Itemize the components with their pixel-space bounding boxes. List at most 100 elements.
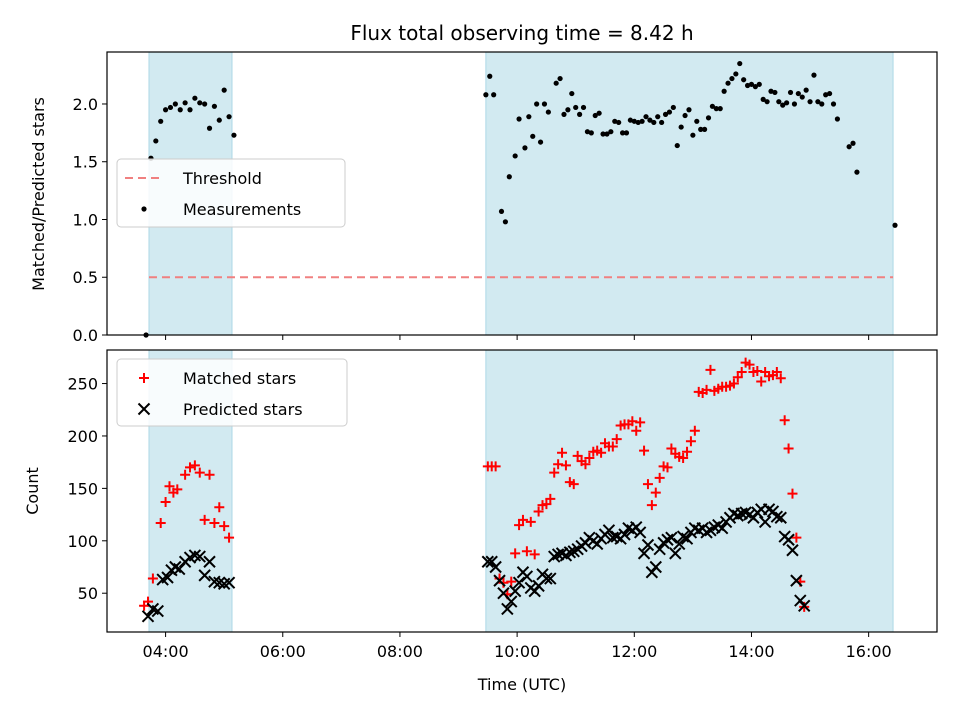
matched-star-point (510, 548, 521, 559)
measurement-point (584, 129, 591, 135)
matched-star-point (560, 460, 571, 471)
y-tick-label: 0.0 (73, 326, 98, 345)
predicted-star-point (505, 595, 518, 608)
measurement-point (506, 174, 512, 180)
measurement-point (600, 131, 606, 137)
measurement-point (580, 104, 587, 111)
y-tick-label: 1.0 (73, 210, 98, 229)
matched-star-point (639, 445, 650, 456)
matched-star-point (180, 469, 191, 480)
measurement-point (705, 115, 712, 121)
predicted-star-point (758, 515, 772, 529)
predicted-star-point (637, 547, 651, 560)
measurement-point (537, 139, 544, 145)
measurement-point (487, 73, 493, 79)
axes-frame (106, 349, 938, 633)
predicted-star-point (602, 524, 616, 537)
matched-star-point (199, 514, 210, 525)
predicted-star-point (786, 544, 799, 557)
measurement-point (162, 107, 169, 113)
matched-star-point (155, 517, 166, 528)
matched-star-point (219, 521, 230, 532)
measurement-point (826, 90, 833, 97)
measurement-point (709, 103, 716, 109)
measurement-point (639, 118, 645, 124)
measurement-point (197, 100, 203, 106)
predicted-star-point (193, 550, 206, 563)
matched-star-point (490, 461, 501, 472)
measurement-point (623, 130, 630, 136)
measurement-point (729, 75, 735, 82)
matched-star-point (682, 446, 693, 457)
matched-star-point (533, 506, 544, 517)
measurement-point (647, 117, 653, 123)
measurement-point (830, 101, 837, 107)
measurement-point (756, 81, 762, 87)
measurement-point (573, 104, 579, 111)
measurement-point (608, 129, 614, 135)
measurement-point (604, 131, 610, 137)
legend-label: Predicted stars (183, 400, 303, 419)
predicted-star-point (797, 599, 811, 612)
measurement-point (483, 92, 489, 98)
measurement-point (764, 99, 770, 105)
predicted-star-point (715, 522, 729, 535)
x-tick-label: 04:00 (143, 642, 189, 661)
x-tick-label: 14:00 (728, 642, 774, 661)
measurement-point (619, 130, 626, 136)
measurement-point (192, 95, 198, 101)
matched-star-point (584, 452, 595, 463)
predicted-star-point (222, 576, 236, 589)
predicted-star-point (673, 537, 686, 551)
matched-star-point (635, 417, 646, 428)
measurement-point (216, 117, 222, 123)
measurement-point (776, 99, 782, 105)
predicted-star-point (641, 538, 655, 552)
measurement-point (221, 87, 227, 93)
predicted-star-point (618, 528, 631, 541)
measurement-point (534, 101, 540, 107)
matched-star-point (756, 376, 767, 387)
matched-star-point (521, 546, 532, 557)
measurement-point (635, 119, 641, 126)
x-tick-label: 06:00 (260, 642, 306, 661)
legend-measurement-swatch (141, 206, 147, 212)
measurement-point (815, 99, 821, 105)
measurement-point (172, 101, 178, 107)
matched-star-point (775, 373, 786, 384)
matched-star-point (631, 425, 642, 436)
matched-star-point (678, 452, 689, 463)
legend-label: Threshold (182, 169, 262, 188)
measurement-point (588, 130, 594, 136)
matched-star-point (580, 459, 591, 470)
measurement-point (686, 107, 692, 113)
measurement-point (187, 107, 193, 113)
matched-star-point (545, 493, 556, 504)
legend-matched-swatch (139, 373, 149, 383)
measurement-point (627, 117, 633, 123)
matched-star-point (705, 364, 716, 375)
measurement-point (182, 100, 188, 106)
measurement-point (834, 116, 841, 122)
matched-star-point (525, 516, 536, 527)
matched-star-point (189, 460, 200, 471)
predicted-star-point (774, 511, 787, 524)
measurement-point (526, 114, 532, 120)
measurement-point (666, 109, 673, 115)
measurement-point (768, 88, 774, 94)
matched-star-point (685, 436, 696, 447)
measurement-point (725, 80, 731, 86)
matched-star-point (224, 532, 235, 543)
predicted-star-point (508, 584, 522, 598)
matched-star-point (783, 443, 794, 454)
matched-star-point (194, 467, 205, 478)
matched-star-point (779, 415, 790, 426)
matched-star-point (771, 367, 782, 378)
matched-star-point (654, 472, 665, 483)
matched-star-point (728, 378, 739, 389)
measurement-point (651, 119, 657, 126)
measurement-point (530, 133, 536, 139)
measurement-point (744, 82, 751, 89)
measurement-point (678, 124, 684, 130)
predicted-star-point (520, 570, 534, 583)
